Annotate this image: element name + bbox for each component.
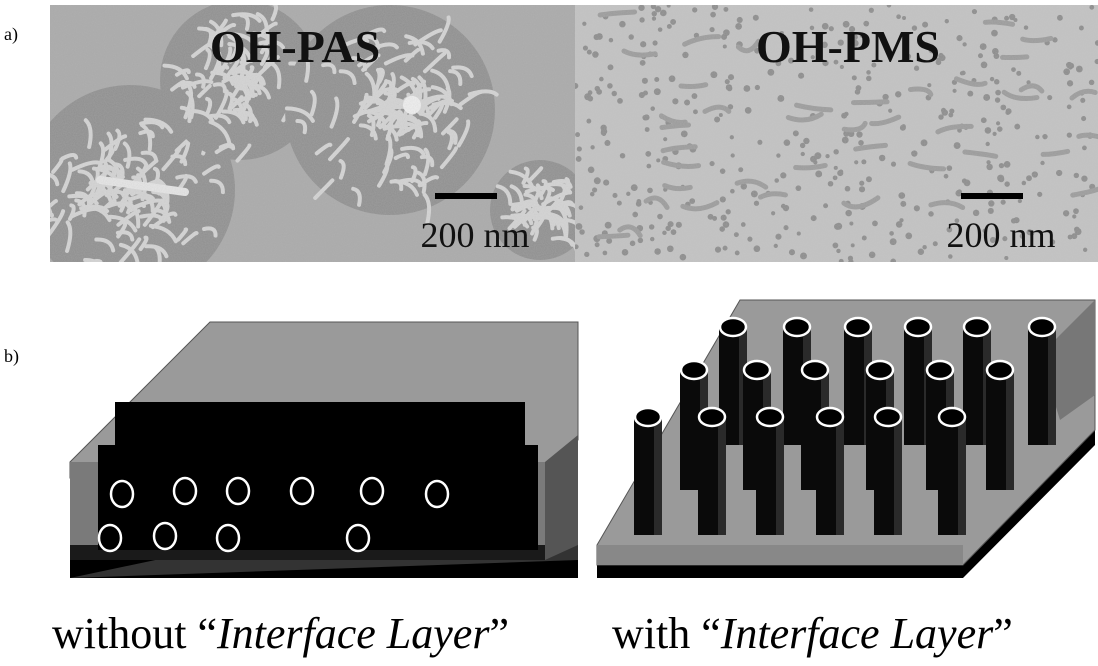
pillar-shade	[894, 417, 902, 535]
sem-noise	[50, 5, 1098, 262]
pillar-top	[905, 318, 931, 336]
image-title: OH-PAS	[210, 21, 380, 72]
pillar-top	[867, 361, 893, 379]
panel-label: a)	[4, 24, 18, 45]
pillar-shade	[654, 417, 662, 535]
pillar-top	[927, 361, 953, 379]
schematic-left	[70, 322, 578, 578]
caption-text: without “	[52, 609, 217, 658]
figure: a) b) OH-PAS OH-PMS 200 nm 200 nm withou…	[0, 0, 1098, 666]
pillar-top	[987, 361, 1013, 379]
caption-emphasis: Interface Layer	[216, 609, 490, 658]
caption-text: ”	[993, 609, 1013, 658]
pillar-top	[845, 318, 871, 336]
pillar-top	[635, 408, 661, 426]
scale-label: 200 nm	[946, 215, 1055, 255]
sem-stripe	[33, 202, 50, 213]
pillar-top	[875, 408, 901, 426]
pillar-top	[720, 318, 746, 336]
caption: with “Interface Layer”	[612, 609, 1013, 658]
scale-label: 200 nm	[420, 215, 529, 255]
pillar-shade	[836, 417, 844, 535]
pillar-shade	[718, 417, 726, 535]
sem-stripe	[135, 280, 139, 305]
pillar-top	[1029, 318, 1055, 336]
panel-label: b)	[4, 346, 19, 367]
pillar-top	[699, 408, 725, 426]
pillar-top	[939, 408, 965, 426]
pillar-top	[802, 361, 828, 379]
sem-stripe	[22, 144, 40, 164]
pillar-top	[817, 408, 843, 426]
pillar-top	[757, 408, 783, 426]
caption-text: with “	[612, 609, 721, 658]
caption: without “Interface Layer”	[52, 609, 509, 658]
sem-stripe	[160, 271, 175, 277]
caption-text: ”	[489, 609, 509, 658]
pillar-shade	[958, 417, 966, 535]
pillar-shade	[1048, 327, 1056, 445]
sem-stripe	[120, 272, 136, 277]
pillar-top	[964, 318, 990, 336]
pillar-shade	[776, 417, 784, 535]
pillar-top	[681, 361, 707, 379]
sem-stripe	[121, 278, 139, 281]
caption-emphasis: Interface Layer	[720, 609, 994, 658]
pillar-top	[784, 318, 810, 336]
pillar-shade	[1006, 370, 1014, 490]
pillar-top	[744, 361, 770, 379]
image-title: OH-PMS	[756, 21, 940, 72]
